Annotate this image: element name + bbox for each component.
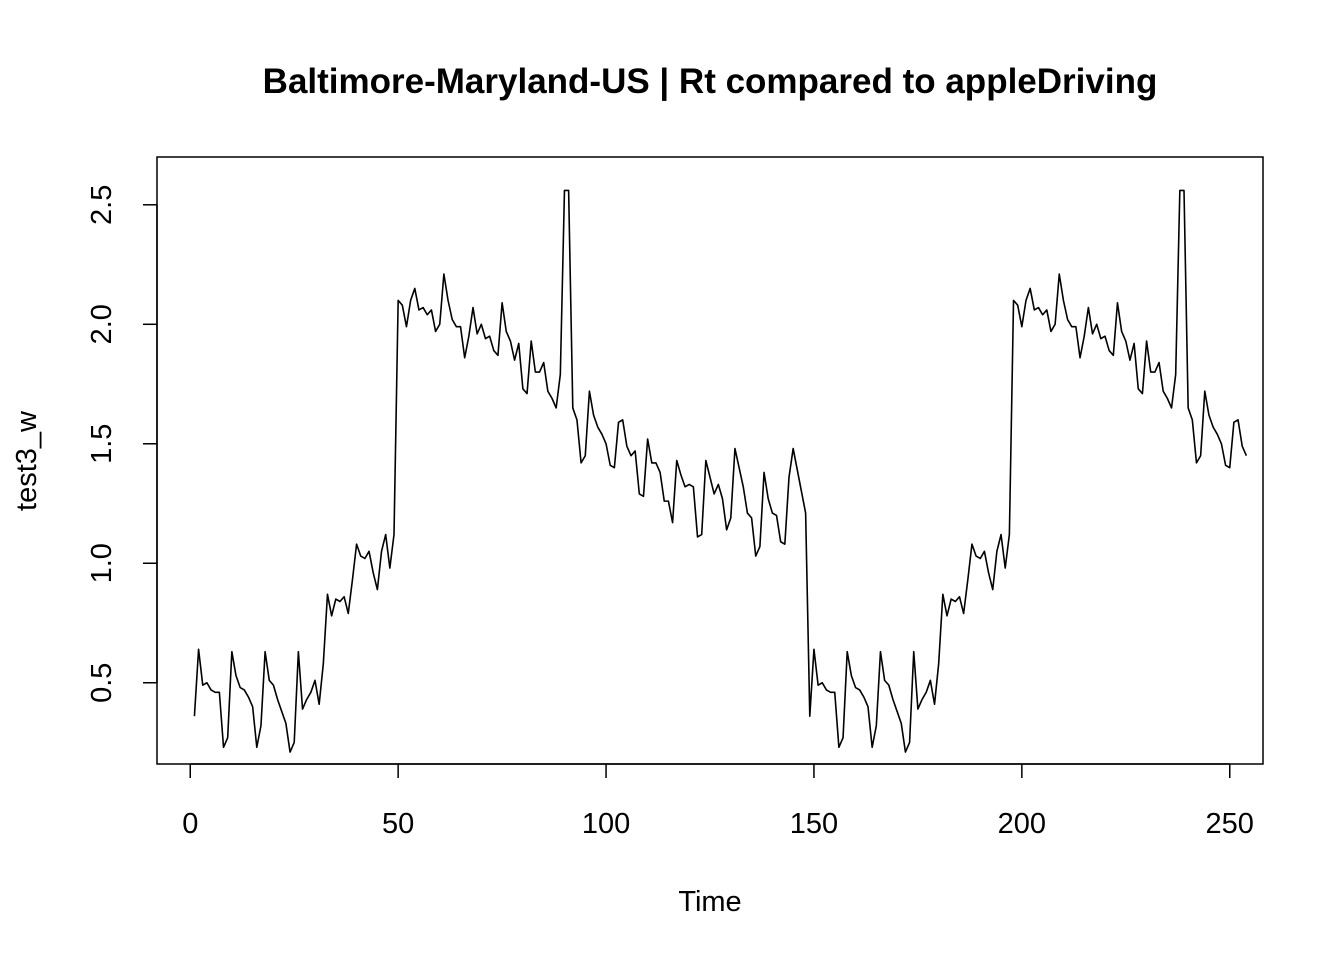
- y-tick-label: 0.5: [86, 663, 118, 703]
- x-axis-label: Time: [678, 886, 741, 918]
- y-tick-label: 1.5: [86, 424, 118, 464]
- y-tick-label: 1.0: [86, 543, 118, 583]
- y-axis-label: test3_w: [11, 410, 43, 511]
- x-tick-label: 150: [790, 808, 838, 840]
- x-tick-label: 200: [998, 808, 1046, 840]
- y-tick-label: 2.0: [86, 304, 118, 344]
- x-tick-label: 100: [582, 808, 630, 840]
- x-axis: 0 50 100 150 200 250: [182, 763, 1254, 840]
- x-tick-label: 50: [382, 808, 414, 840]
- x-tick-label: 250: [1206, 808, 1254, 840]
- x-tick-label: 0: [182, 808, 198, 840]
- y-tick-label: 2.5: [86, 185, 118, 225]
- chart-title: Baltimore-Maryland-US | Rt compared to a…: [263, 62, 1158, 101]
- y-axis: 0.5 1.0 1.5 2.0 2.5: [86, 185, 158, 703]
- series-line-test3-w: [193, 189, 1248, 753]
